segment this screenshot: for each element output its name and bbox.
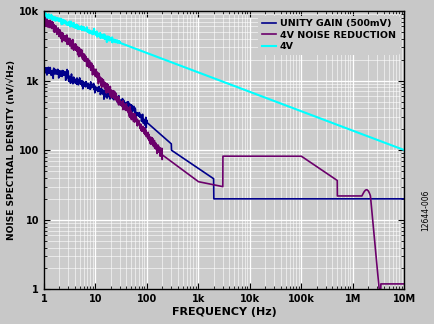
4V NOISE REDUCTION	[179, 168, 184, 172]
Line: UNITY GAIN (500mV): UNITY GAIN (500mV)	[44, 67, 403, 199]
UNITY GAIN (500mV)	[208, 175, 213, 179]
UNITY GAIN (500mV)	[41, 67, 46, 71]
4V NOISE REDUCTION	[401, 282, 406, 286]
Text: 12644-006: 12644-006	[420, 190, 429, 231]
UNITY GAIN (500mV)	[194, 166, 199, 169]
4V NOISE REDUCTION	[376, 287, 381, 291]
4V	[69, 24, 74, 28]
4V NOISE REDUCTION	[394, 282, 399, 286]
Line: 4V NOISE REDUCTION: 4V NOISE REDUCTION	[44, 14, 403, 289]
4V NOISE REDUCTION	[195, 179, 200, 183]
UNITY GAIN (500mV)	[69, 80, 74, 84]
UNITY GAIN (500mV)	[211, 197, 216, 201]
4V	[42, 11, 47, 15]
Y-axis label: NOISE SPECTRAL DENSITY (nV/√Hz): NOISE SPECTRAL DENSITY (nV/√Hz)	[7, 60, 16, 240]
4V	[41, 12, 46, 16]
UNITY GAIN (500mV)	[401, 197, 406, 201]
UNITY GAIN (500mV)	[84, 81, 89, 85]
UNITY GAIN (500mV)	[46, 65, 51, 69]
4V	[194, 70, 199, 74]
4V NOISE REDUCTION	[82, 54, 88, 58]
4V	[401, 148, 406, 152]
4V NOISE REDUCTION	[355, 194, 360, 198]
4V NOISE REDUCTION	[41, 20, 46, 24]
Legend: UNITY GAIN (500mV), 4V NOISE REDUCTION, 4V: UNITY GAIN (500mV), 4V NOISE REDUCTION, …	[257, 16, 399, 55]
4V	[208, 75, 213, 79]
4V NOISE REDUCTION	[42, 12, 47, 16]
4V	[201, 73, 207, 77]
4V	[84, 29, 89, 32]
Line: 4V: 4V	[44, 13, 403, 150]
X-axis label: FREQUENCY (Hz): FREQUENCY (Hz)	[171, 307, 276, 317]
4V NOISE REDUCTION	[104, 91, 109, 95]
UNITY GAIN (500mV)	[201, 171, 207, 175]
UNITY GAIN (500mV)	[246, 197, 251, 201]
4V	[246, 90, 251, 94]
